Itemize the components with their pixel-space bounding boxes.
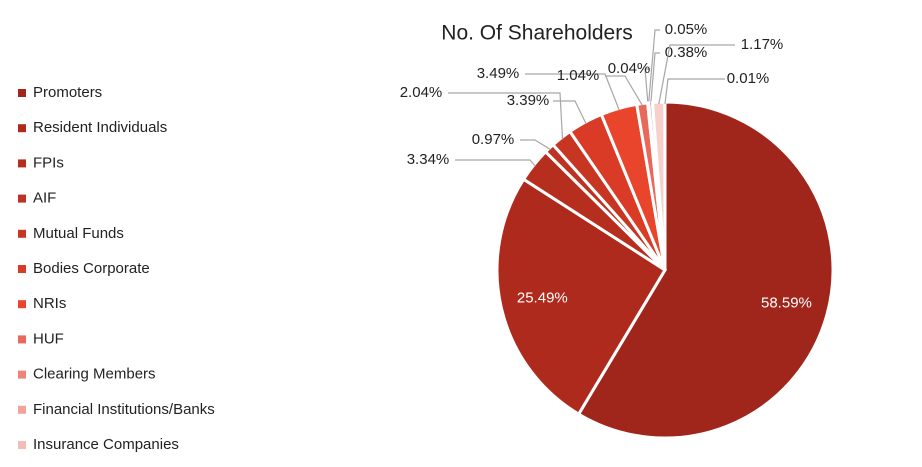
data-label: 2.04% [400,84,443,101]
leader-line [658,44,735,105]
leader-line [520,139,551,151]
leader-line [664,78,725,105]
legend-label: Promoters [33,84,102,101]
leader-line [647,29,660,105]
legend-label: AIF [33,190,56,207]
chart-title: No. Of Shareholders [441,22,632,45]
data-label: 1.17% [741,36,784,53]
leader-line [448,92,564,140]
leader-line [553,100,587,125]
legend-label: Clearing Members [33,366,156,383]
leader-line [525,73,620,111]
data-label: 1.04% [557,67,600,84]
legend-swatch [18,370,26,379]
legend-label: Mutual Funds [33,225,124,242]
legend-label: Insurance Companies [33,436,179,453]
data-label: 58.59% [761,295,812,312]
pie-slice [495,177,668,417]
data-label: 25.49% [517,290,568,307]
leader-line [455,159,536,167]
legend-swatch [18,300,26,309]
legend-swatch [18,124,26,133]
legend-swatch [18,265,26,273]
legend-swatch [18,159,26,168]
legend-swatch [18,89,26,97]
data-label: 3.49% [477,65,520,82]
legend-swatch [18,441,26,449]
data-label: 0.38% [665,44,708,61]
data-label: 0.01% [727,70,770,87]
legend-label: Bodies Corporate [33,260,150,277]
legend-swatch [18,335,26,344]
data-label: 3.39% [507,92,550,109]
legend-label: Financial Institutions/Banks [33,401,215,418]
pie-slice [576,100,835,440]
leader-line [605,75,643,106]
data-label: 0.04% [608,60,651,77]
legend-swatch [18,405,26,414]
leader-line [644,68,650,105]
legend-label: FPIs [33,154,64,171]
legend-label: Resident Individuals [33,119,167,136]
data-label: 3.34% [407,151,450,168]
legend-label: HUF [33,330,64,347]
data-label: 0.97% [472,131,515,148]
legend-label: NRIs [33,295,66,312]
data-label: 0.05% [665,21,708,38]
legend-swatch [18,229,26,238]
leader-line [650,52,660,105]
legend-swatch [18,194,26,203]
